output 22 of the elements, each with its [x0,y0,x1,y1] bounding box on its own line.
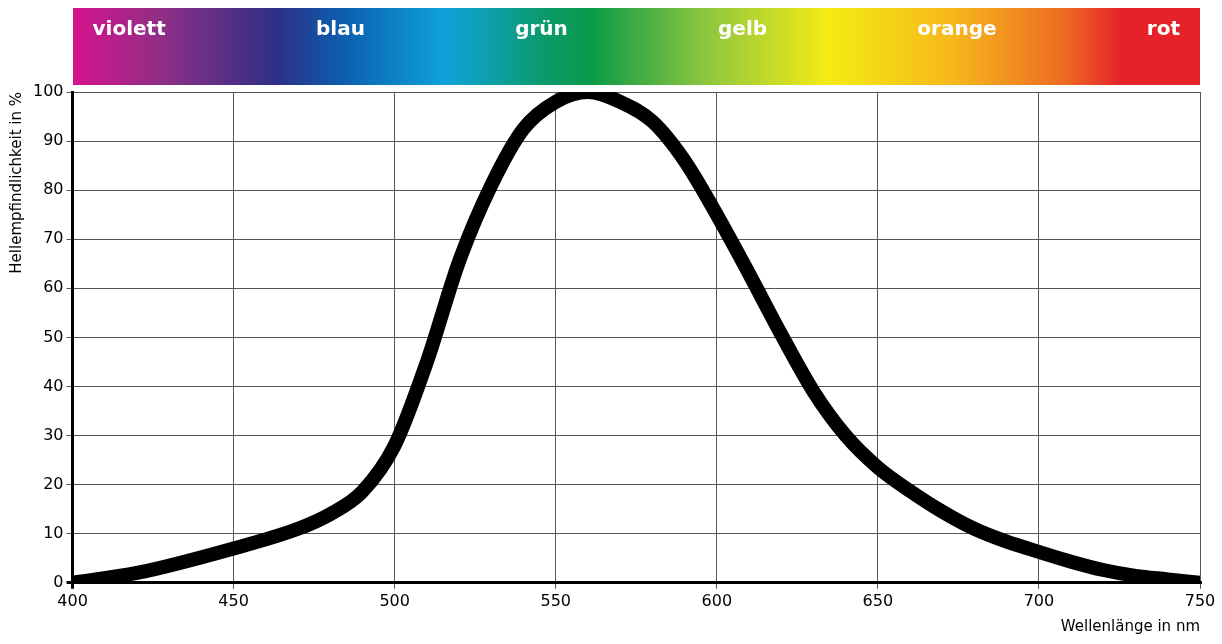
y-tick-label: 50 [43,326,64,346]
y-tick-label: 30 [43,424,64,444]
x-tick-label: 450 [218,590,249,610]
y-tick-label: 0 [53,571,64,591]
x-axis-title: Wellenlänge in nm [1060,616,1200,635]
x-tick-label: 750 [1184,590,1216,610]
y-tick-label: 20 [43,473,64,493]
y-tick-label: 80 [43,179,64,199]
y-tick-label: 60 [43,277,64,297]
y-axis-title: Hellempfindlichkeit in % [6,92,25,274]
x-tick-label: 600 [701,590,733,610]
y-tick-label: 70 [43,228,64,248]
x-tick-label: 650 [862,590,894,610]
y-tick-label: 90 [43,130,64,150]
x-tick-label: 550 [540,590,572,610]
x-tick-label: 400 [57,590,88,610]
x-tick-label: 500 [379,590,410,610]
y-tick-label: 40 [43,375,64,395]
color-spectrum-strip: violett blau grün gelb orange rot [72,8,1200,85]
y-tick-label: 100 [32,81,64,101]
y-tick-label: 10 [43,522,64,542]
x-tick-label: 700 [1023,590,1055,610]
